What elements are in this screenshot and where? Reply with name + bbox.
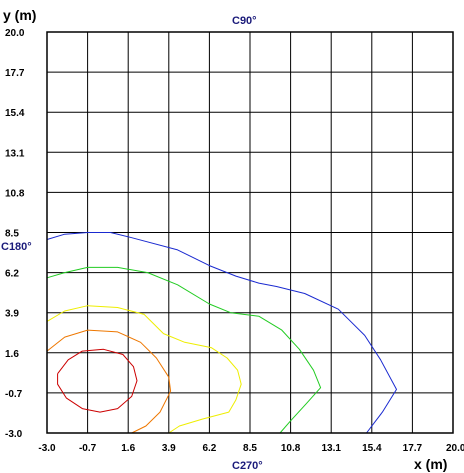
x-tick-label: 15.4	[362, 443, 382, 454]
x-tick-label: 3.9	[162, 443, 176, 454]
y-tick-label: 17.7	[5, 68, 25, 79]
y-tick-label: 10.8	[5, 188, 25, 199]
y-tick-label: 8.5	[5, 229, 19, 240]
y-tick-label: 15.4	[5, 108, 25, 119]
x-tick-label: 8.5	[243, 443, 257, 454]
contour-lines	[46, 232, 397, 434]
x-tick-label: -3.0	[38, 443, 56, 454]
y-tick-label: 3.9	[5, 309, 19, 320]
x-tick-labels: -3.0 -0.7 1.6 3.9 6.2 8.5 10.8 13.1 15.4 17.7 20.0	[38, 443, 464, 454]
contour-line	[46, 232, 397, 434]
contour-line	[57, 348, 138, 413]
y-tick-label: 13.1	[5, 148, 25, 159]
x-tick-label: 1.6	[121, 443, 135, 454]
contour-line	[46, 305, 242, 434]
y-tick-label: -3.0	[5, 429, 23, 440]
x-tick-label: 17.7	[403, 443, 423, 454]
x-tick-label: -0.7	[79, 443, 97, 454]
x-tick-label: 20.0	[446, 443, 464, 454]
x-tick-label: 10.8	[281, 443, 301, 454]
y-tick-labels: -3.0 -0.7 1.6 3.9 6.2 8.5 10.8 13.1 15.4 17.7 20.0	[5, 28, 25, 440]
plot-frame	[46, 31, 454, 434]
y-tick-label: 1.6	[5, 349, 19, 360]
y-axis-label: y (m)	[3, 7, 36, 23]
c90-label: C90°	[232, 15, 257, 27]
x-tick-label: 6.2	[202, 443, 216, 454]
c180-label: C180°	[1, 241, 32, 253]
c270-label: C270°	[232, 460, 263, 472]
x-axis-label: x (m)	[414, 456, 447, 472]
y-tick-label: 20.0	[5, 28, 25, 39]
contour-line	[46, 266, 322, 434]
y-tick-label: -0.7	[5, 389, 23, 400]
contour-line	[46, 329, 172, 434]
x-tick-label: 13.1	[321, 443, 341, 454]
y-tick-label: 6.2	[5, 269, 19, 280]
